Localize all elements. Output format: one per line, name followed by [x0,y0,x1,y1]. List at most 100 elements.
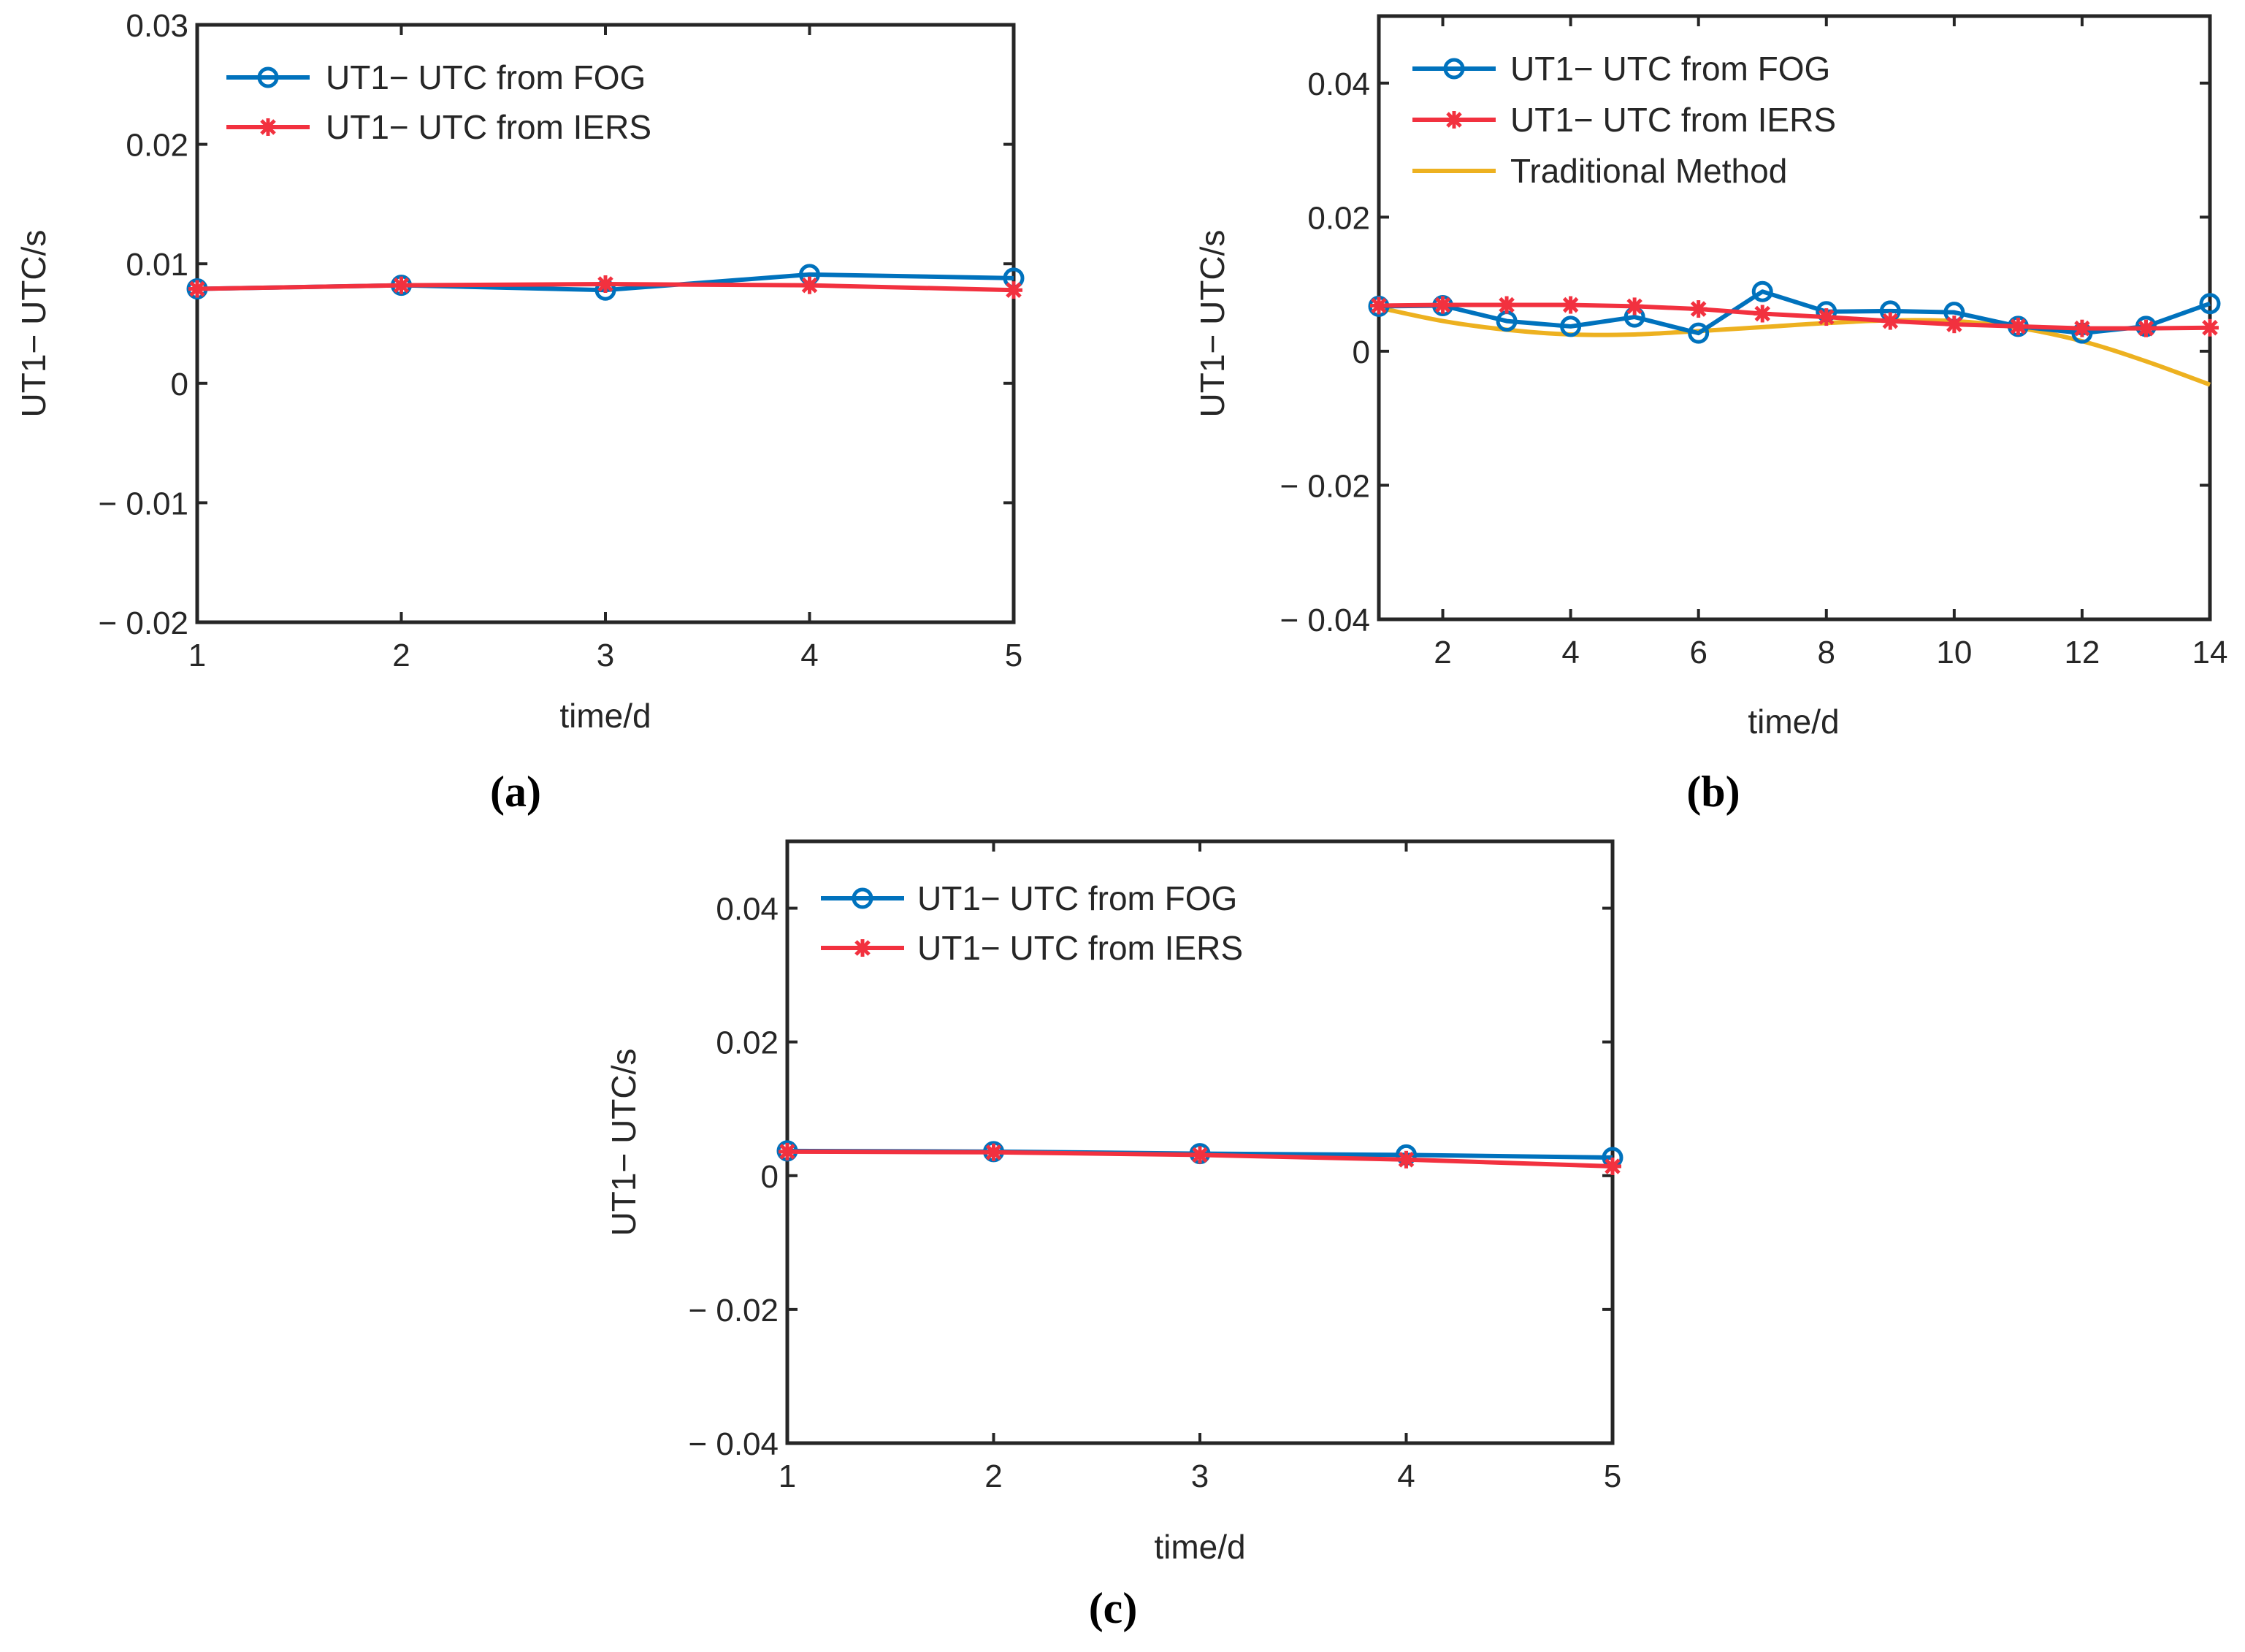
x-tick-label: 8 [1818,635,1835,670]
data-point [1560,316,1582,337]
legend-label-traditional: Traditional Method [1510,152,1787,190]
x-tick-label: 5 [1005,638,1022,673]
y-tick-label: − 0.02 [688,1293,779,1328]
series-iers [779,1142,1621,1175]
series-iers [1370,296,2219,337]
data-point [2009,317,2027,335]
data-point [1626,297,1644,316]
y-axis-label: UT1− UTC/s [605,1049,643,1236]
x-axis-label: time/d [559,697,651,735]
legend-entry-iers: UT1− UTC from IERS [226,108,651,146]
legend-marker-iers [1445,111,1463,129]
data-point [392,276,410,294]
y-tick-label: 0.02 [716,1025,779,1061]
x-axis-label: time/d [1748,703,1839,741]
x-tick-label: 4 [1397,1458,1415,1494]
data-point [1561,296,1580,314]
y-tick-label: 0.02 [1307,200,1370,236]
x-axis-ticks: 2 4 6 8 10 12 14 [1434,16,2227,670]
y-tick-label: 0 [761,1159,779,1195]
legend-entry-iers: UT1− UTC from IERS [821,929,1243,967]
data-point [1945,316,1963,334]
x-tick-label: 6 [1689,635,1707,670]
data-point [597,275,614,294]
y-tick-label: 0.04 [716,892,779,928]
y-tick-label: − 0.02 [1280,468,1370,504]
panel-c: − 0.04 − 0.02 0 0.02 0.04 1 2 3 4 5 time/d UT1− … [605,839,1623,1632]
legend: UT1− UTC from FOG UT1− UTC from IERS Tra… [1412,50,1836,190]
y-tick-label: 0 [1353,334,1370,370]
data-point [2073,319,2091,337]
legend-label-iers: UT1− UTC from IERS [1510,101,1836,139]
plot-area [785,839,1615,1445]
panel-label: (c) [1089,1584,1138,1632]
data-point [1881,312,1900,330]
y-axis-label: UT1− UTC/s [15,230,53,418]
data-point [1689,300,1707,318]
x-tick-label: 1 [188,638,206,673]
series-layer [776,1140,1623,1175]
x-tick-label: 4 [800,638,818,673]
legend: UT1− UTC from FOG UT1− UTC from IERS [821,879,1243,967]
legend: UT1− UTC from FOG UT1− UTC from IERS [226,58,651,146]
y-axis-ticks: − 0.04 − 0.02 0 0.02 0.04 [688,892,1613,1462]
x-tick-label: 5 [1604,1458,1621,1494]
data-point [1498,296,1516,314]
y-axis-label: UT1− UTC/s [1193,230,1231,418]
x-tick-label: 2 [984,1458,1002,1494]
series-layer [186,264,1025,301]
plot-area [1377,14,2212,622]
data-point [800,276,819,294]
x-tick-label: 4 [1561,635,1579,670]
series-line [1378,289,2211,336]
y-tick-label: 0.01 [126,247,188,283]
y-tick-label: − 0.02 [98,605,188,641]
series-iers [188,275,1022,299]
legend-entry-traditional: Traditional Method [1412,152,1787,190]
y-tick-label: 0.03 [126,8,188,44]
y-tick-label: − 0.01 [98,486,188,521]
y-tick-label: 0.02 [126,128,188,164]
series-layer [1368,280,2221,387]
legend-marker-fog [852,887,873,909]
data-point [1005,281,1022,299]
y-tick-label: 0.04 [1307,66,1370,102]
x-tick-label: 1 [779,1458,796,1494]
data-point [984,1143,1003,1161]
plot-area [195,23,1016,624]
data-point [779,1142,796,1160]
legend-label-fog: UT1− UTC from FOG [917,879,1237,917]
panel-a: − 0.02 − 0.01 0 0.01 0.02 0.03 1 2 3 4 5 time/d U… [15,8,1025,816]
y-tick-label: − 0.04 [688,1426,779,1462]
x-axis-ticks: 1 2 3 4 5 [779,841,1621,1494]
data-point [1434,296,1452,314]
legend-entry-iers: UT1− UTC from IERS [1412,101,1836,139]
data-point [1370,297,1388,315]
legend-marker-fog [257,66,279,88]
x-tick-label: 10 [1936,635,1972,670]
legend-entry-fog: UT1− UTC from FOG [821,879,1237,917]
legend-entry-fog: UT1− UTC from FOG [1412,50,1830,88]
data-point [188,280,206,298]
x-tick-label: 2 [392,638,410,673]
data-point [1817,308,1835,326]
legend-entry-fog: UT1− UTC from FOG [226,58,646,96]
legend-marker-fog [1443,58,1465,80]
x-tick-label: 14 [2192,635,2228,670]
data-point [1688,322,1710,344]
data-point [1191,1146,1209,1164]
panel-label: (b) [1686,768,1740,816]
data-point [1604,1157,1621,1175]
y-axis-ticks: − 0.04 − 0.02 0 0.02 0.04 [1280,66,2210,638]
y-axis-ticks: − 0.02 − 0.01 0 0.01 0.02 0.03 [98,8,1014,641]
x-axis-label: time/d [1154,1528,1245,1566]
legend-label-fog: UT1− UTC from FOG [326,58,646,96]
x-tick-label: 12 [2064,635,2100,670]
data-point [2137,319,2155,337]
y-tick-label: − 0.04 [1280,603,1370,638]
data-point [1753,305,1772,323]
x-tick-label: 2 [1434,635,1451,670]
data-point [1751,280,1773,302]
